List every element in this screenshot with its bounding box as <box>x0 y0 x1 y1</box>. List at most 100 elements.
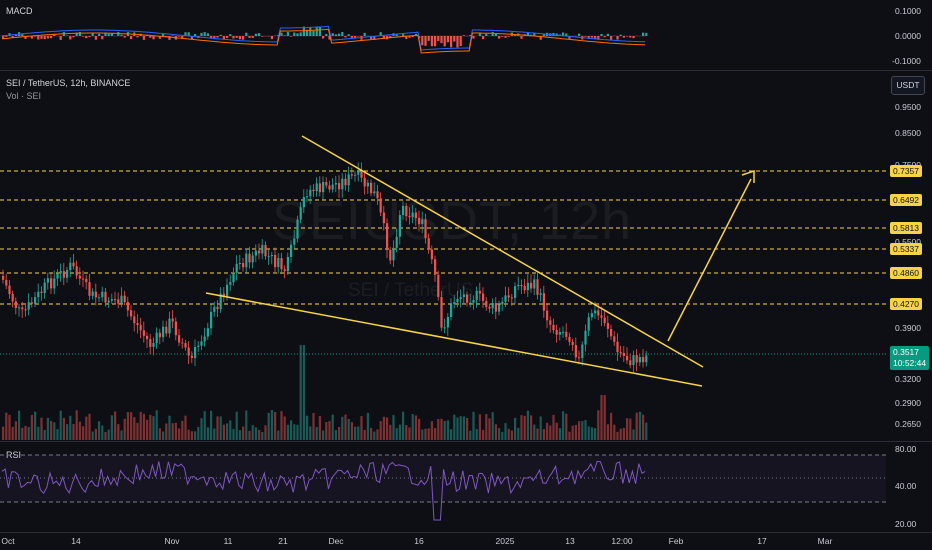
macd-histogram-bar <box>437 36 440 42</box>
time-axis[interactable]: Oct 14 Nov 11 21 Dec 16 2025 13 12:00 Fe… <box>0 533 932 550</box>
volume-bar <box>382 416 385 440</box>
volume-bar <box>488 418 491 440</box>
candle-body <box>235 263 238 273</box>
candle-body <box>315 183 318 192</box>
volume-bar <box>376 429 379 440</box>
candle-body <box>331 184 334 190</box>
time-label: 21 <box>278 536 288 546</box>
macd-histogram-bar <box>456 36 459 48</box>
macd-histogram-bar <box>642 32 645 36</box>
macd-title: MACD <box>6 6 33 16</box>
macd-histogram-bar <box>539 36 542 40</box>
macd-histogram-bar <box>184 32 187 36</box>
volume-bar <box>133 417 136 440</box>
volume-bar <box>299 345 302 440</box>
macd-histogram-bar <box>59 36 62 40</box>
macd-histogram-bar <box>619 34 622 36</box>
level-tag[interactable]: 0.4860 <box>890 267 922 279</box>
price-axis[interactable] <box>886 71 932 441</box>
volume-bar <box>632 429 635 440</box>
volume-bar <box>75 410 78 440</box>
volume-bar <box>571 425 574 440</box>
macd-histogram-bar <box>158 36 161 39</box>
candle-body <box>62 271 65 278</box>
level-tag[interactable]: 0.5813 <box>890 222 922 234</box>
candle-body <box>69 262 72 270</box>
price-tick: 0.9500 <box>895 102 921 112</box>
volume-bar <box>2 426 5 440</box>
candle-body <box>165 326 168 334</box>
symbol-legend[interactable]: SEI / TetherUS, 12h, BINANCE <box>6 78 131 88</box>
volume-legend[interactable]: Vol · SEI <box>6 91 42 101</box>
candle-body <box>142 330 145 336</box>
candle-body <box>405 205 408 217</box>
macd-histogram-bar <box>600 33 603 36</box>
candle-body <box>53 278 56 289</box>
candle-body <box>382 212 385 224</box>
pane-divider[interactable] <box>0 70 932 71</box>
candle-body <box>475 290 478 301</box>
macd-pane[interactable]: MACD <box>0 0 886 68</box>
currency-button[interactable]: USDT <box>891 76 925 95</box>
volume-bar <box>350 422 353 440</box>
candle-body <box>248 253 251 263</box>
volume-bar <box>59 410 62 440</box>
candle-body <box>411 212 414 217</box>
macd-histogram-bar <box>245 32 248 36</box>
candle-body <box>626 355 629 361</box>
macd-histogram-bar <box>578 33 581 36</box>
volume-bar <box>69 415 72 440</box>
level-tag[interactable]: 0.7357 <box>890 165 922 177</box>
pane-divider[interactable] <box>0 441 932 442</box>
time-label: 11 <box>223 536 233 546</box>
volume-bar <box>440 418 443 440</box>
macd-axis[interactable]: 0.1000 0.0000 -0.1000 <box>886 0 932 68</box>
current-price-tag[interactable]: 0.3517 10:52:44 <box>890 346 930 370</box>
volume-bar <box>277 430 280 440</box>
price-pane[interactable]: SEIUSDT, 12h SEI / TetherUS SEI / Tether… <box>0 71 886 441</box>
volume-bar <box>418 418 421 440</box>
volume-bar <box>510 430 513 440</box>
macd-histogram-bar <box>354 36 357 39</box>
volume-bar <box>344 414 347 440</box>
macd-histogram-bar <box>427 36 430 41</box>
candle-body <box>37 291 40 298</box>
candle-body <box>280 258 283 270</box>
candle-body <box>507 295 510 298</box>
candle-body <box>261 244 264 254</box>
macd-histogram-bar <box>312 30 315 36</box>
candle-body <box>546 310 549 321</box>
price-chart <box>0 135 886 440</box>
candle-body <box>213 306 216 312</box>
level-tag[interactable]: 0.6492 <box>890 194 922 206</box>
volume-bar <box>184 415 187 440</box>
volume-bar <box>258 429 261 440</box>
rsi-pane[interactable]: RSI <box>0 442 886 532</box>
macd-histogram-bar <box>408 36 411 38</box>
candle-body <box>478 290 481 294</box>
volume-bar <box>520 415 523 440</box>
volume-bar <box>379 421 382 440</box>
price-tick: 0.2650 <box>895 419 921 429</box>
candle-body <box>101 291 104 298</box>
macd-histogram-bar <box>24 36 27 39</box>
macd-histogram-bar <box>152 36 155 40</box>
macd-histogram-bar <box>594 36 597 39</box>
volume-bar <box>296 424 299 440</box>
macd-histogram-bar <box>469 34 472 36</box>
level-tag[interactable]: 0.5337 <box>890 243 922 255</box>
time-label: 17 <box>757 536 767 546</box>
candle-body <box>392 247 395 261</box>
macd-histogram-bar <box>210 36 213 39</box>
candle-body <box>174 321 177 336</box>
macd-histogram-bar <box>203 32 206 36</box>
macd-histogram-bar <box>46 36 49 39</box>
macd-histogram-bar <box>168 36 171 40</box>
candle-body <box>373 191 376 194</box>
candle-body <box>94 291 97 298</box>
volume-bar <box>578 421 581 440</box>
macd-histogram-bar <box>82 36 85 37</box>
volume-bar <box>203 411 206 440</box>
level-tag[interactable]: 0.4270 <box>890 298 922 310</box>
volume-bar <box>507 428 510 440</box>
